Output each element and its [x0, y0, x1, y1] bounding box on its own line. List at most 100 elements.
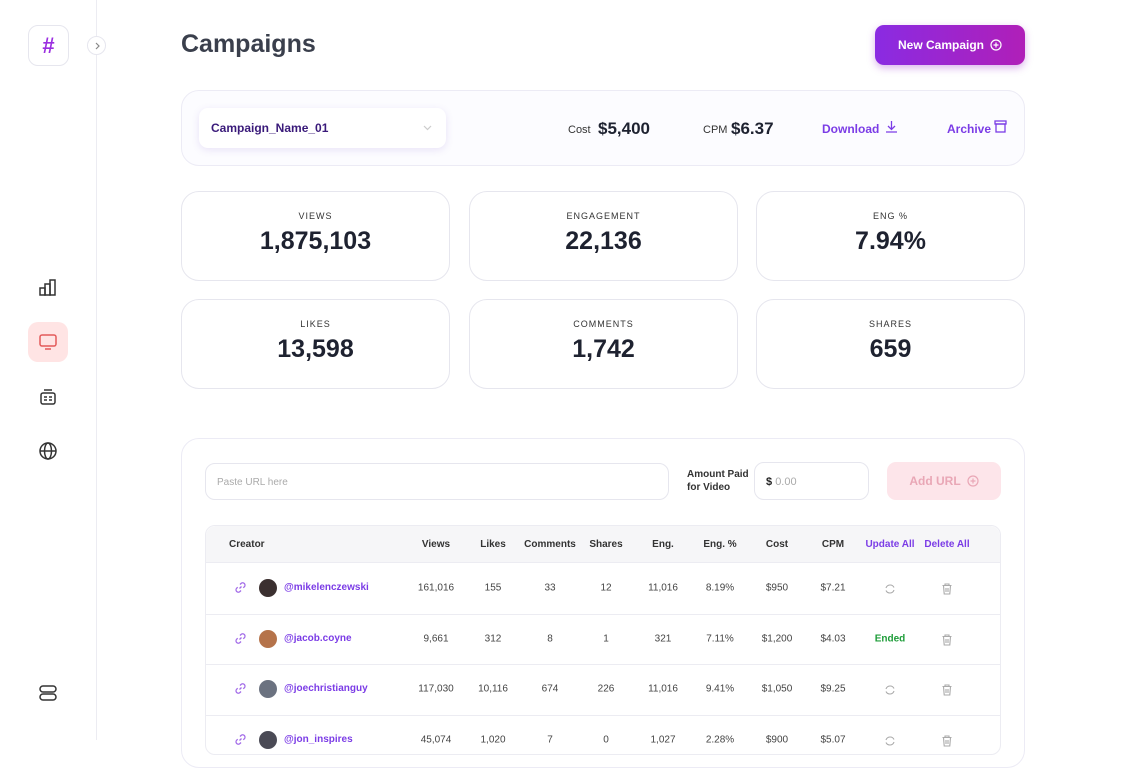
- nav-global[interactable]: [28, 431, 68, 471]
- creator-handle[interactable]: @jacob.coyne: [284, 632, 352, 644]
- stat-label: VIEWS: [298, 211, 333, 221]
- selected-campaign: Campaign_Name_01: [211, 121, 329, 135]
- link-icon[interactable]: [234, 581, 247, 599]
- table-cell: 1: [603, 633, 609, 644]
- url-placeholder: Paste URL here: [217, 477, 288, 488]
- table-cell: 155: [484, 582, 502, 594]
- column-header: Creator: [229, 539, 265, 550]
- delete-all[interactable]: Delete All: [924, 539, 970, 550]
- table-cell: 321: [654, 633, 672, 644]
- stat-value: 659: [869, 335, 912, 363]
- sidebar: #: [0, 0, 106, 740]
- delete-button[interactable]: [941, 582, 953, 600]
- table-cell: 8.19%: [705, 582, 735, 594]
- stat-value: 13,598: [277, 335, 354, 363]
- button-label: New Campaign: [897, 38, 984, 52]
- table-cell: $1,200: [761, 633, 793, 644]
- cost-value: $5,400: [598, 119, 650, 138]
- table-cell: 9.41%: [705, 683, 735, 695]
- stat-value: 1,875,103: [259, 227, 372, 255]
- row-divider: [206, 714, 1000, 716]
- stat-label: COMMENTS: [573, 319, 634, 329]
- table-cell: $950: [765, 582, 789, 594]
- stat-card: ENGAGEMENT 22,136: [469, 191, 738, 281]
- column-header: CPM: [821, 539, 845, 550]
- link-icon[interactable]: [234, 632, 247, 650]
- link-icon[interactable]: [234, 682, 247, 700]
- stat-card: VIEWS 1,875,103: [181, 191, 450, 281]
- table-cell: 11,016: [648, 683, 678, 695]
- stat-label: LIKES: [300, 319, 331, 329]
- page-title: Campaigns: [181, 30, 316, 58]
- archive-link[interactable]: Archive: [947, 122, 992, 136]
- creator-handle[interactable]: @joechristianguy: [284, 683, 368, 694]
- table-cell: 33: [544, 582, 556, 594]
- amount-input[interactable]: $ 0.00: [754, 462, 869, 500]
- stat-label: ENG %: [872, 211, 908, 221]
- creator-handle[interactable]: @jon_inspires: [284, 733, 353, 745]
- table-cell: 117,030: [418, 683, 454, 695]
- nav-settings[interactable]: [28, 673, 68, 713]
- url-input[interactable]: Paste URL here: [205, 463, 669, 500]
- currency: $: [766, 476, 773, 488]
- page: # Campaigns New Campaign Campaign_Name_0…: [0, 0, 1025, 768]
- column-header: Views: [421, 539, 451, 550]
- creator-handle[interactable]: @mikelenczewski: [284, 582, 369, 593]
- delete-button[interactable]: [941, 633, 953, 651]
- nav-analytics[interactable]: [28, 268, 68, 308]
- amount-label: Amount Paid for Video: [687, 469, 749, 493]
- new-campaign-button[interactable]: New Campaign: [875, 25, 1025, 65]
- nav-creators[interactable]: [28, 377, 68, 417]
- stat-card: LIKES 13,598: [181, 299, 450, 389]
- sidebar-toggle[interactable]: [87, 36, 106, 55]
- table-header: [206, 526, 1000, 563]
- table-cell: $1,050: [761, 683, 793, 695]
- row-divider: [206, 664, 1000, 665]
- stat-value: 1,742: [572, 335, 635, 363]
- table-cell: 674: [541, 683, 559, 695]
- column-header: Comments: [524, 539, 576, 550]
- table-cell: 9,661: [423, 633, 449, 644]
- add-url-button[interactable]: Add URL: [887, 462, 1001, 500]
- table-cell: 312: [484, 633, 502, 644]
- table-cell: 12: [600, 582, 612, 594]
- table-cell: 161,016: [417, 582, 455, 594]
- column-header: Cost: [765, 539, 789, 550]
- table-cell: $9.25: [820, 683, 846, 695]
- download-link[interactable]: Download: [822, 122, 880, 136]
- amount-placeholder: 0.00: [775, 476, 797, 488]
- archive-icon: [994, 120, 1007, 133]
- cost-label: Cost: [568, 124, 591, 136]
- cpm-label: CPM: [703, 124, 728, 136]
- link-icon[interactable]: [234, 733, 247, 751]
- status: Ended: [874, 633, 906, 644]
- update-all[interactable]: Update All: [865, 539, 915, 550]
- stat-card: SHARES 659: [756, 299, 1025, 389]
- stat-card: ENG % 7.94%: [756, 191, 1025, 281]
- stat-card: COMMENTS 1,742: [469, 299, 738, 389]
- stat-value: 22,136: [565, 227, 642, 255]
- delete-button[interactable]: [941, 734, 953, 752]
- table-cell: $7.21: [820, 582, 846, 594]
- table-cell: $4.03: [820, 633, 846, 644]
- logo[interactable]: #: [28, 25, 69, 66]
- stat-label: ENGAGEMENT: [566, 211, 641, 221]
- avatar: [259, 680, 277, 698]
- refresh-button[interactable]: [884, 683, 896, 701]
- column-header: Likes: [480, 539, 506, 550]
- refresh-button[interactable]: [884, 734, 896, 752]
- table-cell: 7.11%: [706, 633, 734, 644]
- avatar: [259, 629, 277, 648]
- delete-button[interactable]: [941, 683, 953, 701]
- nav-campaigns[interactable]: [28, 322, 68, 362]
- column-header: Eng.: [652, 539, 674, 550]
- cpm-value: $6.37: [731, 119, 774, 138]
- column-header: Eng. %: [703, 539, 737, 550]
- table-cell: 226: [597, 683, 615, 695]
- avatar: [259, 579, 277, 597]
- stat-label: SHARES: [868, 319, 912, 329]
- campaign-select[interactable]: Campaign_Name_01: [199, 108, 446, 148]
- stat-value: 7.94%: [855, 227, 926, 255]
- refresh-button[interactable]: [884, 582, 896, 600]
- row-divider: [206, 613, 1000, 615]
